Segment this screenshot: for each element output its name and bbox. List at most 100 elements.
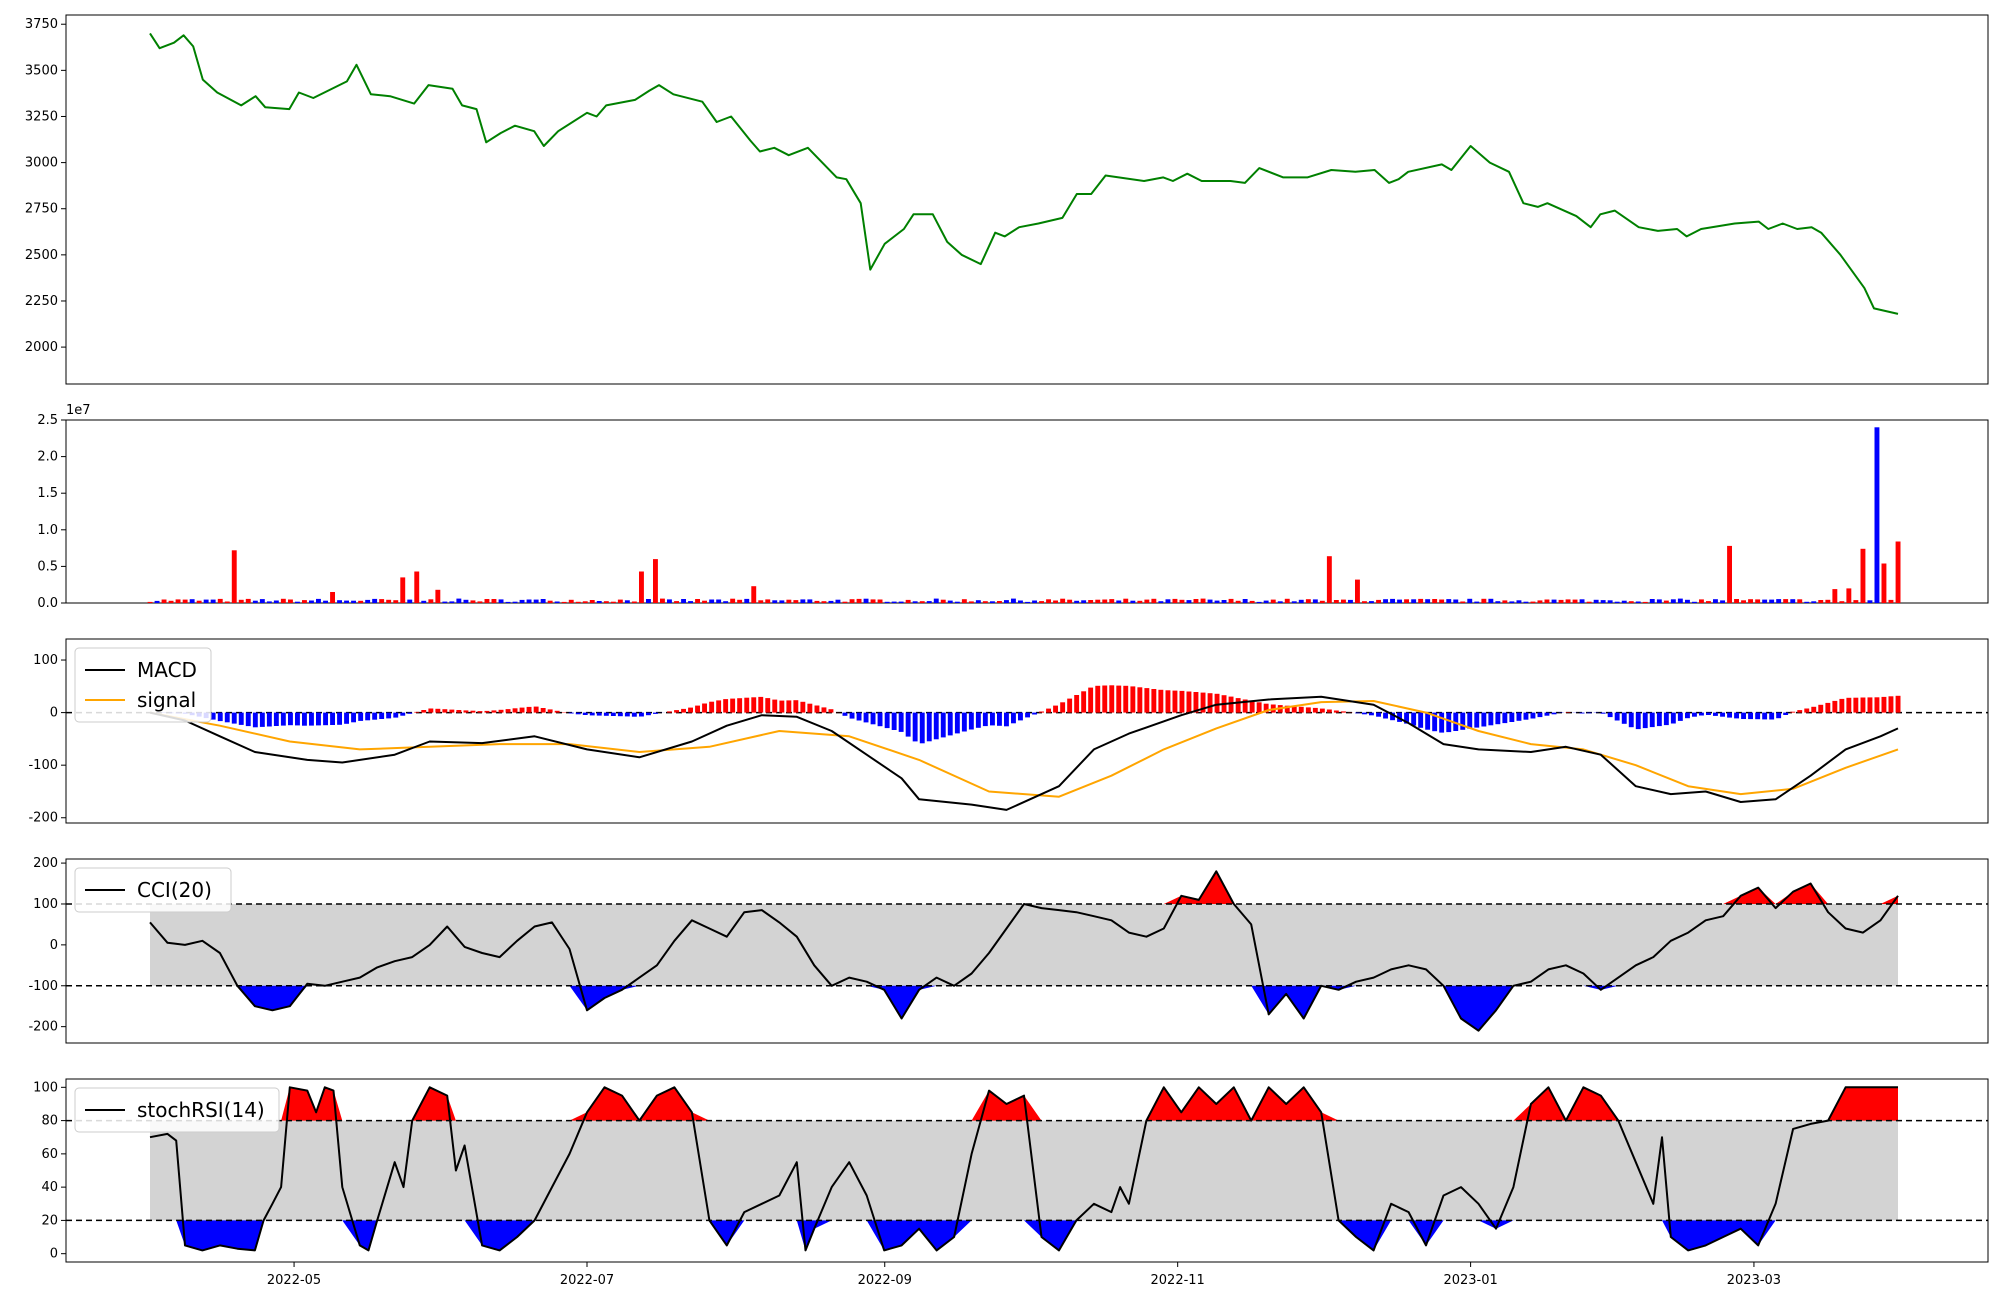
- macd-histogram-bar: [506, 709, 511, 713]
- macd-histogram-bar: [990, 713, 995, 726]
- volume-bar: [1650, 599, 1655, 603]
- macd-histogram-bar: [962, 713, 967, 732]
- price-ytick-label: 3500: [25, 63, 58, 78]
- volume-bar: [885, 602, 890, 603]
- volume-bar: [1889, 600, 1894, 603]
- macd-ytick-label: 0: [50, 706, 58, 721]
- volume-ytick-label: 0.5: [37, 559, 58, 574]
- macd-histogram-bar: [464, 710, 469, 712]
- volume-bar: [1896, 542, 1901, 604]
- macd-histogram-bar: [1236, 698, 1241, 713]
- macd-histogram-bar: [351, 713, 356, 723]
- volume-bar: [1545, 600, 1550, 604]
- macd-histogram-bar: [1180, 691, 1185, 713]
- volume-bar: [1088, 600, 1093, 603]
- macd-histogram-bar: [281, 713, 286, 726]
- macd-histogram-bar: [365, 713, 370, 721]
- volume-bar: [1509, 601, 1514, 603]
- volume-bar: [1608, 600, 1613, 603]
- volume-bar: [1151, 599, 1156, 603]
- volume-bar: [316, 599, 321, 603]
- macd-histogram-bar: [323, 713, 328, 726]
- volume-bar: [1573, 600, 1578, 603]
- volume-bar: [758, 600, 763, 603]
- volume-bar: [1439, 600, 1444, 604]
- macd-histogram-bar: [1839, 699, 1844, 713]
- volume-bar: [295, 602, 300, 603]
- volume-bar: [1250, 601, 1255, 603]
- macd-histogram-bar: [442, 709, 447, 712]
- macd-histogram-bar: [1783, 713, 1788, 715]
- macd-histogram-bar: [1545, 713, 1550, 716]
- macd-histogram-bar: [337, 713, 342, 725]
- volume-bar: [1348, 600, 1353, 603]
- macd-histogram-bar: [1797, 710, 1802, 713]
- volume-bar: [267, 601, 272, 603]
- volume-bar: [372, 599, 377, 603]
- macd-histogram-bar: [695, 706, 700, 713]
- volume-bar: [1362, 601, 1367, 603]
- price-ytick-label: 2750: [25, 202, 58, 217]
- volume-bar: [1355, 580, 1360, 603]
- volume-bar: [1018, 601, 1023, 604]
- volume-offset-label: 1e7: [66, 403, 91, 418]
- macd-histogram-bar: [1376, 713, 1381, 717]
- volume-bar: [1053, 601, 1058, 604]
- price-ytick-label: 3250: [25, 109, 58, 124]
- volume-bar: [674, 601, 679, 603]
- volume-bar: [1762, 600, 1767, 603]
- macd-histogram-bar: [829, 709, 834, 712]
- volume-bar: [183, 600, 188, 603]
- macd-histogram-bar: [1411, 713, 1416, 726]
- volume-bar: [1741, 600, 1746, 603]
- volume-bar: [1706, 601, 1711, 603]
- cci-ytick-label: 0: [50, 938, 58, 953]
- macd-histogram-bar: [358, 713, 363, 721]
- macd-histogram-bar: [1215, 694, 1220, 713]
- macd-histogram-bar: [1173, 691, 1178, 713]
- volume-bar: [351, 601, 356, 603]
- macd-histogram-bar: [625, 713, 630, 717]
- volume-bar: [1032, 601, 1037, 604]
- macd-histogram-bar: [435, 709, 440, 713]
- volume-bar: [751, 586, 756, 603]
- macd-histogram-bar: [899, 713, 904, 732]
- volume-bar: [288, 600, 293, 604]
- volume-bar: [1861, 549, 1866, 603]
- xtick-label: 2023-01: [1443, 1273, 1497, 1288]
- volume-bar: [1123, 599, 1128, 603]
- volume-bar: [246, 599, 251, 603]
- xtick-label: 2022-09: [858, 1273, 912, 1288]
- volume-bar: [983, 601, 988, 603]
- volume-bar: [281, 599, 286, 603]
- volume-bar: [1481, 599, 1486, 603]
- volume-bar: [386, 600, 391, 603]
- volume-bar: [464, 600, 469, 603]
- macd-histogram-bar: [1713, 713, 1718, 716]
- volume-bar: [667, 599, 672, 603]
- volume-bar: [962, 599, 967, 603]
- volume-axes-frame: [66, 420, 1988, 603]
- volume-bar: [1271, 600, 1276, 603]
- macd-histogram-bar: [1032, 713, 1037, 715]
- macd-histogram-bar: [1306, 707, 1311, 712]
- macd-histogram-bar: [1741, 713, 1746, 719]
- cci-ytick-label: -200: [28, 1020, 58, 1035]
- macd-histogram-bar: [1889, 696, 1894, 712]
- volume-bar: [1109, 599, 1114, 603]
- volume-bar: [1622, 601, 1627, 603]
- volume-bar: [976, 600, 981, 603]
- macd-histogram-bar: [1144, 688, 1149, 713]
- macd-histogram-bar: [372, 713, 377, 720]
- volume-bar: [358, 601, 363, 603]
- macd-ytick-label: 100: [33, 653, 58, 668]
- macd-histogram-bar: [1706, 713, 1711, 715]
- volume-bar: [1166, 599, 1171, 603]
- macd-histogram-bar: [1460, 713, 1465, 730]
- volume-bar: [393, 600, 398, 603]
- volume-bar: [1853, 600, 1858, 603]
- volume-bar: [681, 599, 686, 603]
- volume-bar: [1158, 601, 1163, 603]
- volume-bar: [1369, 601, 1374, 603]
- macd-histogram-bar: [218, 713, 223, 722]
